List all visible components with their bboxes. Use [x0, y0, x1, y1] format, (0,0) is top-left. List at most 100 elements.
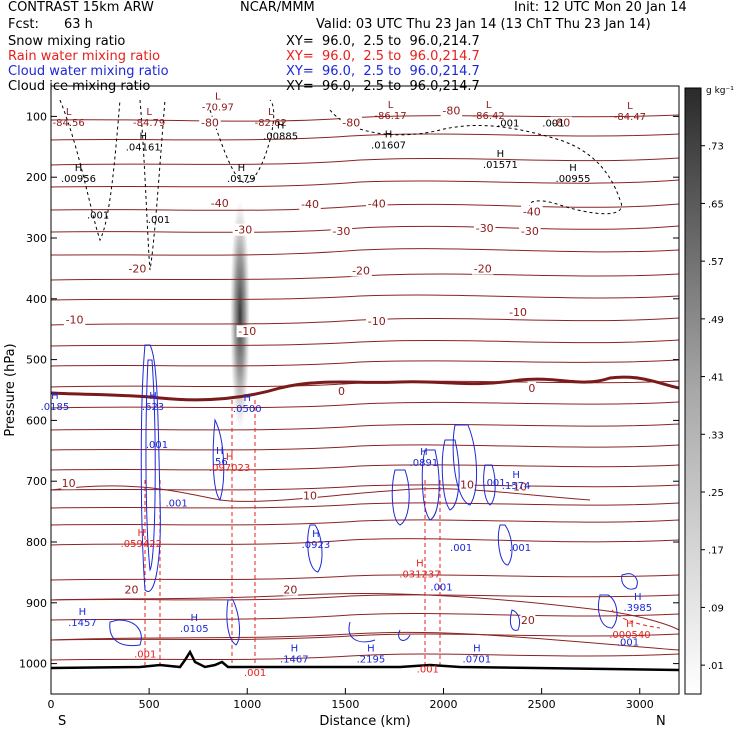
extremum-letter: H [497, 149, 505, 160]
contour-value-label: .001 [417, 665, 439, 676]
title: CONTRAST 15km ARW [8, 0, 154, 15]
colorbar-tick-label: .09 [708, 603, 724, 614]
extremum-letter: H [216, 446, 224, 457]
extremum-letter: H [238, 163, 246, 174]
contour-label-bg [520, 614, 536, 627]
extremum-letter: H [473, 643, 481, 654]
contour-label-bg [440, 104, 463, 117]
contour-value-label: .001 [542, 119, 564, 130]
y-tick-label: 700 [26, 475, 47, 488]
extremum-value: .097023 [209, 463, 250, 474]
contour-label-bg [512, 480, 528, 493]
x-axis-label: Distance (km) [319, 714, 410, 729]
extremum-letter: H [569, 163, 577, 174]
extremum-letter: H [291, 643, 299, 654]
extremum-letter: L [146, 107, 152, 118]
extremum-value: .1457 [68, 618, 97, 629]
plot-area [50, 85, 680, 695]
extremum-letter: H [512, 470, 520, 481]
init-time: Init: 12 UTC Mon 20 Jan 14 [514, 0, 687, 15]
extremum-value: .059422 [121, 539, 162, 550]
contour-label: -40 [301, 198, 319, 211]
extremum-value: .1467 [280, 654, 309, 665]
x-tick-label: 500 [139, 698, 160, 711]
contour-label: -80 [442, 105, 460, 118]
extremum-value: .04161 [126, 143, 161, 154]
contour-label: -40 [211, 197, 229, 210]
colorbar-tick-label: .01 [708, 661, 724, 672]
contour-value-label: .001 [509, 543, 531, 554]
endpoint-north: N [656, 714, 666, 729]
extremum-value: .031237 [399, 569, 440, 580]
extremum-value: -84.56 [53, 118, 85, 129]
extremum-value: -84.47 [614, 112, 646, 123]
freezing-level-contour [51, 375, 679, 402]
contour-label: -10 [66, 314, 84, 327]
temperature-contours [51, 114, 679, 661]
colorbar-tick-label: .17 [708, 546, 724, 557]
colorbar-gradient [684, 87, 702, 695]
y-tick-label: 300 [26, 232, 47, 245]
contour-label: -80 [201, 117, 219, 130]
colorbar-tick-label: .73 [708, 142, 724, 153]
contour-label-bg [337, 384, 346, 397]
contour-label: -80 [552, 117, 570, 130]
field-snow-name: Snow mixing ratio [8, 34, 126, 49]
contour-label-bg [330, 224, 353, 237]
contour-value-label: .001 [87, 211, 109, 222]
extremum-value: .0500 [233, 404, 262, 415]
field-cloud-water-xy: XY= 96.0, 2.5 to 96.0,214.7 [286, 64, 480, 79]
colorbar-tick-label: .41 [708, 373, 724, 384]
extremum-letter: H [277, 121, 285, 132]
contour-label: -10 [368, 315, 386, 328]
cloud-ice-contours [59, 99, 623, 271]
colorbar-unit: g kg⁻¹ [706, 86, 734, 96]
extremum-letter: H [75, 163, 83, 174]
extremum-letter: L [268, 107, 274, 118]
rain-water-contours [144, 400, 661, 665]
contour-label-bg [199, 116, 221, 129]
extremum-letter: H [51, 391, 59, 402]
contour-value-label: .001 [497, 119, 519, 130]
contour-label: -30 [521, 225, 539, 238]
extremum-value: -84.79 [133, 118, 165, 129]
y-tick-label: 200 [26, 171, 47, 184]
contour-label-bg [340, 116, 363, 129]
contour-label: -20 [352, 264, 370, 277]
extremum-letter: H [190, 613, 198, 624]
x-tick-label: 2000 [430, 698, 458, 711]
extremum-value: .0701 [463, 654, 492, 665]
contour-value-label: .001 [430, 583, 452, 594]
contour-label: -10 [509, 306, 527, 319]
extremum-value: .01607 [371, 141, 406, 152]
y-tick-label: 500 [26, 354, 47, 367]
extremum-value: .1574 [502, 481, 531, 492]
extremum-letter: H [416, 558, 424, 569]
x-tick-label: 0 [48, 698, 55, 711]
contour-label-bg [350, 264, 372, 277]
contour-label-bg [550, 116, 572, 129]
forecast-value: 63 h [64, 17, 93, 32]
extremum-letter: H [79, 607, 87, 618]
extremum-value: .000540 [609, 630, 650, 641]
extremum-letter: H [420, 447, 428, 458]
y-tick-label: 600 [26, 414, 47, 427]
extremum-letter: H [243, 393, 251, 404]
field-cloud-water-name: Cloud water mixing ratio [8, 64, 169, 79]
contour-label-bg [126, 262, 149, 275]
contour-label: 10 [513, 480, 527, 493]
contour-label-bg [519, 224, 541, 237]
field-snow-xy: XY= 96.0, 2.5 to 96.0,214.7 [286, 34, 480, 49]
colorbar-tick-label: .33 [708, 430, 724, 441]
contour-label: 0 [528, 382, 535, 395]
valid-time: Valid: 03 UTC Thu 23 Jan 14 (13 ChT Thu … [316, 17, 651, 32]
contour-label: -80 [342, 117, 360, 130]
contour-label-bg [366, 197, 388, 210]
x-axis: 0 500 1000 1500 2000 2500 3000 [48, 688, 654, 711]
contour-label-bg [63, 313, 86, 326]
extremum-letter: H [149, 391, 157, 402]
contour-label: -10 [238, 325, 256, 338]
extremum-letter: L [215, 91, 221, 102]
y-tick-label: 900 [26, 597, 47, 610]
